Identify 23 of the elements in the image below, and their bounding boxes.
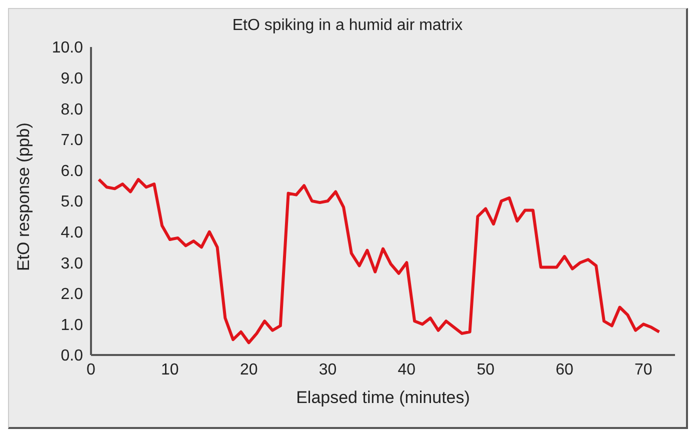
line-series bbox=[97, 178, 661, 344]
chart-title: EtO spiking in a humid air matrix bbox=[231, 16, 464, 36]
y-tick-label: 5.0 bbox=[60, 194, 84, 211]
y-tick-label: 1.0 bbox=[60, 316, 84, 334]
y-tick-label: 6.0 bbox=[60, 162, 84, 180]
x-tick-label: 60 bbox=[556, 361, 574, 378]
y-tick-label: 2.0 bbox=[60, 286, 84, 304]
y-tick-label: 10.0 bbox=[52, 40, 84, 57]
y-tick-label: 4.0 bbox=[60, 224, 84, 242]
x-tick-label: 40 bbox=[398, 361, 416, 378]
x-tick-label: 70 bbox=[634, 361, 652, 378]
x-tick-label: 50 bbox=[476, 361, 495, 378]
x-tick-label: 20 bbox=[240, 361, 258, 378]
y-tick-label: 9.0 bbox=[60, 70, 84, 88]
y-axis-title: EtO response (ppb) bbox=[14, 122, 34, 271]
x-tick-label: 30 bbox=[318, 361, 337, 378]
y-tick-label: 7.0 bbox=[60, 132, 84, 150]
y-tick-label: 3.0 bbox=[60, 255, 84, 272]
y-tick-label: 0.0 bbox=[60, 348, 84, 365]
x-axis-title: Elapsed time (minutes) bbox=[296, 388, 470, 407]
x-tick-label: 10 bbox=[161, 361, 179, 378]
x-tick-label: 0 bbox=[86, 361, 96, 378]
y-tick-label: 8.0 bbox=[60, 101, 84, 118]
